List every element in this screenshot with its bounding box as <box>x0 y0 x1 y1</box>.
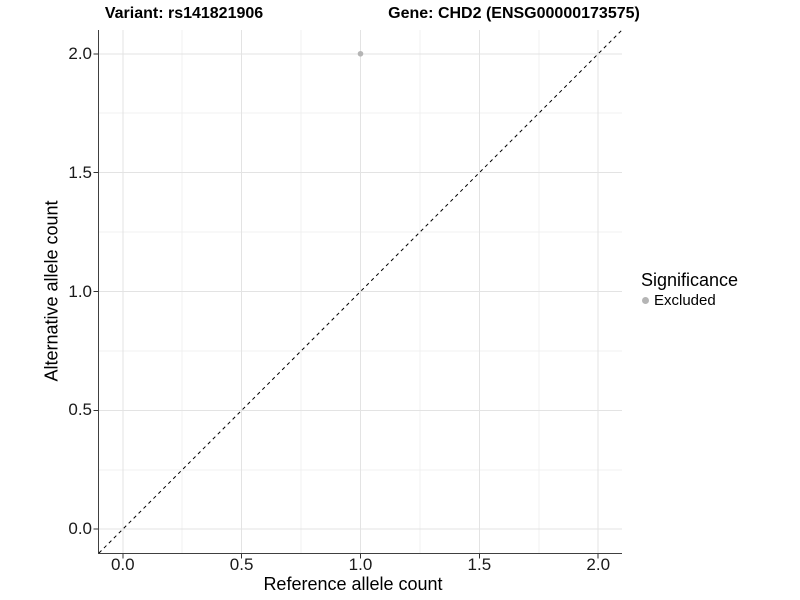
x-tick-label: 1.0 <box>348 555 373 574</box>
legend-entries: Excluded <box>641 291 738 309</box>
legend-entry-label: Excluded <box>654 291 716 309</box>
legend-entry: Excluded <box>641 291 738 309</box>
plot-canvas <box>93 29 623 559</box>
legend-key-dot-icon <box>642 296 649 304</box>
x-tick-label: 0.0 <box>110 555 135 574</box>
plot-title-variant: Variant: rs141821906 <box>104 5 264 22</box>
y-tick-label: 1.0 <box>68 281 92 301</box>
y-tick-label: 1.5 <box>68 162 92 182</box>
x-tick-label: 1.5 <box>467 555 492 574</box>
y-tick-label: 0.5 <box>68 400 92 420</box>
legend: Significance Excluded <box>641 271 738 309</box>
plot-panel <box>93 29 623 559</box>
y-tick-label: 2.0 <box>68 43 92 63</box>
data-point-excluded <box>357 50 364 57</box>
identity-reference-line <box>98 29 623 554</box>
plot-title-gene: Gene: CHD2 (ENSG00000173575) <box>388 5 640 22</box>
x-tick-label: 0.5 <box>229 555 254 574</box>
legend-title: Significance <box>641 270 739 290</box>
x-axis-title: Reference allele count <box>263 574 443 594</box>
y-tick-label: 0.0 <box>68 519 92 539</box>
x-tick-label: 2.0 <box>586 555 611 574</box>
